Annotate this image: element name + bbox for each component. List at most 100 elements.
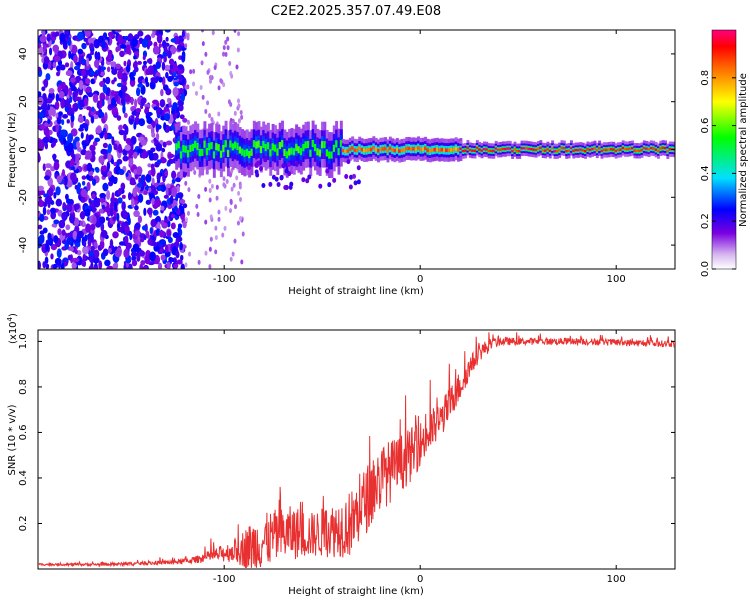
heatmap-noise-cell (232, 182, 236, 188)
heatmap-noise-cell (194, 90, 198, 96)
heatmap-noise-cell (150, 219, 157, 228)
heatmap-signal-cell (522, 147, 526, 150)
heatmap-signal-cell (398, 149, 402, 153)
x-tick-label: 0 (417, 274, 423, 285)
heatmap-noise-cell (206, 69, 210, 75)
heatmap-noise-cell (122, 212, 128, 220)
heatmap-noise-cell (208, 264, 212, 269)
heatmap-noise-cell (54, 55, 61, 62)
heatmap-noise-cell (142, 38, 149, 48)
heatmap-noise-cell (118, 169, 125, 175)
heatmap-signal-cell (572, 149, 576, 153)
heatmap-noise-cell (163, 122, 167, 131)
heatmap-noise-cell (113, 77, 117, 82)
heatmap-noise-cell (177, 192, 184, 199)
heatmap-noise-cell (226, 45, 230, 51)
heatmap-noise-cell (43, 201, 48, 208)
heatmap-noise-cell (122, 86, 126, 97)
heatmap-noise-cell (254, 162, 259, 168)
heatmap-noise-cell (107, 152, 112, 162)
heatmap-noise-cell (209, 214, 213, 220)
heatmap-noise-cell (159, 108, 163, 115)
y-tick-label: 0.8 (18, 379, 29, 395)
heatmap-noise-cell (181, 30, 185, 38)
heatmap-signal-cell (567, 149, 571, 152)
heatmap-noise-cell (54, 31, 60, 37)
heatmap-noise-cell (93, 265, 99, 269)
heatmap-noise-cell (184, 180, 188, 186)
heatmap-noise-cell (53, 235, 59, 244)
heatmap-signal-cell (553, 150, 557, 153)
heatmap-noise-cell (56, 65, 61, 72)
heatmap-noise-cell (214, 235, 218, 241)
heatmap-noise-cell (124, 94, 131, 103)
heatmap-noise-cell (71, 262, 77, 269)
heatmap-noise-cell (45, 263, 50, 269)
heatmap-noise-cell (237, 98, 241, 104)
heatmap-noise-cell (237, 190, 241, 196)
heatmap-noise-cell (133, 169, 138, 175)
heatmap-noise-cell (176, 185, 180, 193)
heatmap-noise-cell (99, 99, 103, 109)
heatmap-noise-cell (170, 222, 176, 230)
heatmap-noise-cell (215, 195, 219, 201)
heatmap-noise-cell (204, 186, 208, 192)
heatmap-noise-cell (48, 187, 54, 197)
heatmap-noise-cell (47, 118, 51, 125)
heatmap-noise-cell (356, 179, 361, 185)
heatmap-signal-cell (201, 148, 205, 157)
heatmap-noise-cell (92, 113, 99, 120)
heatmap-noise-cell (156, 159, 162, 164)
heatmap-signal-cell (433, 147, 437, 152)
heatmap-noise-cell (235, 175, 239, 181)
heatmap-noise-cell (164, 113, 171, 122)
heatmap-noise-cell (113, 143, 118, 151)
heatmap-signal-cell (612, 148, 616, 151)
heatmap-signal-cell (264, 143, 268, 152)
heatmap-signal-cell (325, 149, 329, 157)
heatmap-noise-cell (179, 114, 185, 120)
heatmap-noise-cell (83, 240, 87, 247)
heatmap-signal-cell (668, 147, 672, 151)
heatmap-noise-cell (45, 110, 49, 117)
heatmap-signal-cell (473, 149, 477, 153)
heatmap-noise-cell (171, 170, 177, 180)
heatmap-signal-cell (405, 146, 409, 151)
heatmap-noise-cell (208, 246, 212, 252)
heatmap-noise-cell (140, 139, 147, 146)
heatmap-noise-cell (160, 89, 164, 97)
heatmap-signal-cell (579, 148, 583, 151)
heatmap-noise-cell (155, 75, 160, 81)
heatmap-noise-cell (136, 166, 143, 176)
heatmap-signal-cell (341, 148, 345, 153)
heatmap-noise-cell (125, 172, 129, 177)
heatmap-signal-cell (529, 147, 533, 151)
heatmap-noise-cell (73, 217, 80, 227)
heatmap-noise-cell (61, 119, 65, 126)
heatmap-noise-cell (107, 247, 112, 254)
colorbar-tick-label: 0.6 (700, 118, 711, 134)
heatmap-noise-cell (142, 55, 146, 61)
heatmap-noise-cell (50, 243, 58, 251)
heatmap-noise-cell (160, 205, 165, 211)
heatmap-signal-cell (551, 146, 555, 150)
heatmap-noise-cell (116, 222, 121, 230)
heatmap-noise-cell (149, 251, 157, 262)
heatmap-signal-cell (321, 141, 324, 149)
heatmap-noise-cell (133, 121, 137, 130)
heatmap-noise-cell (166, 97, 171, 104)
heatmap-noise-cell (184, 262, 188, 268)
heatmap-noise-cell (64, 175, 68, 186)
heatmap-noise-cell (57, 228, 62, 236)
heatmap-noise-cell (197, 193, 201, 199)
heatmap-noise-cell (98, 197, 105, 203)
heatmap-noise-cell (51, 223, 58, 228)
heatmap-noise-cell (105, 216, 109, 221)
colorbar-tick-label: 0.4 (700, 165, 711, 181)
heatmap-signal-cell (217, 144, 221, 152)
heatmap-noise-cell (77, 48, 84, 55)
heatmap-signal-cell (391, 148, 395, 152)
heatmap-noise-cell (233, 238, 237, 244)
heatmap-noise-cell (60, 98, 65, 109)
heatmap-noise-cell (99, 111, 105, 118)
